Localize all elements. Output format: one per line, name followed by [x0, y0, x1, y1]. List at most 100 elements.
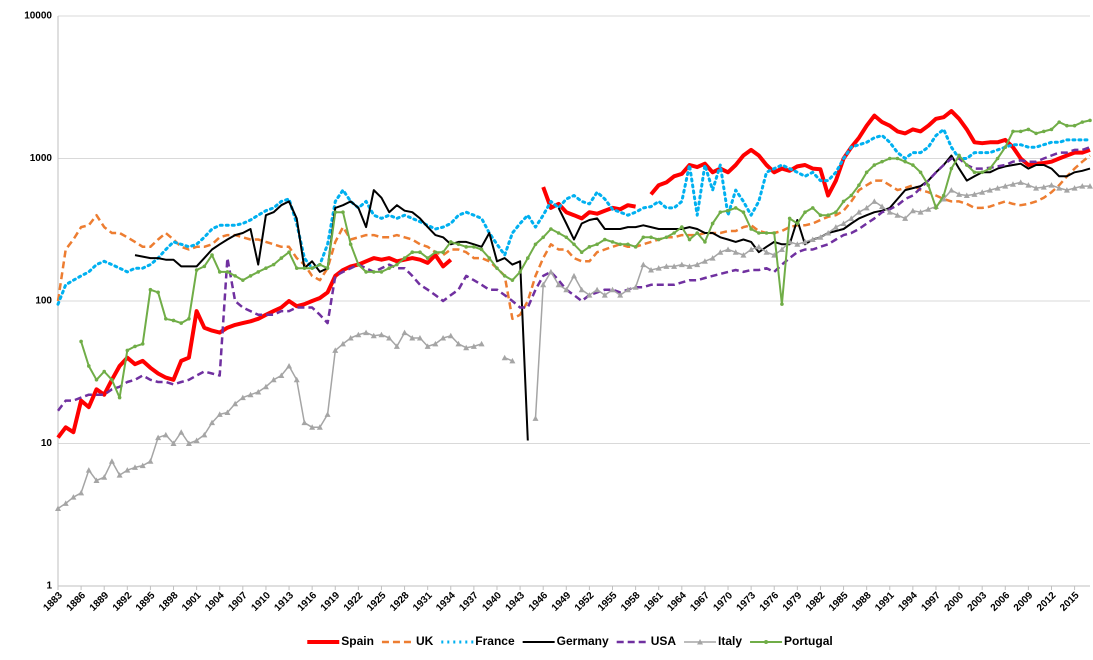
marker	[501, 354, 508, 361]
marker	[301, 419, 308, 426]
marker	[986, 187, 993, 193]
marker	[509, 357, 516, 364]
series-line	[56, 109, 1091, 439]
marker	[378, 331, 385, 338]
marker	[424, 343, 431, 349]
legend-label: Italy	[718, 634, 742, 648]
marker	[255, 388, 262, 395]
marker	[787, 216, 792, 221]
marker	[795, 221, 800, 226]
marker	[425, 256, 430, 260]
legend-marker	[697, 639, 704, 645]
marker	[348, 242, 353, 247]
x-tick-label: 1964	[665, 590, 689, 614]
marker	[164, 317, 168, 321]
marker	[848, 215, 855, 221]
marker	[225, 270, 230, 274]
x-tick-label: 1892	[111, 590, 135, 614]
marker	[601, 292, 608, 298]
marker	[887, 156, 892, 161]
marker	[370, 332, 377, 339]
legend-label: Spain	[341, 634, 374, 648]
marker	[540, 281, 547, 288]
marker	[472, 245, 476, 249]
marker	[102, 369, 107, 374]
marker	[379, 270, 384, 274]
x-tick-label: 1934	[434, 590, 458, 614]
marker	[441, 250, 445, 255]
marker	[948, 187, 955, 193]
marker	[810, 206, 815, 210]
marker	[609, 286, 616, 293]
marker	[578, 286, 585, 293]
marker	[478, 340, 485, 347]
marker	[55, 505, 61, 511]
x-tick-label: 1925	[365, 590, 389, 614]
marker	[525, 256, 530, 260]
x-tick-label: 2009	[1012, 590, 1036, 614]
marker	[416, 334, 423, 341]
marker	[202, 264, 207, 269]
marker	[778, 246, 785, 252]
marker	[587, 245, 592, 249]
marker	[617, 292, 624, 298]
marker	[318, 262, 322, 267]
marker	[448, 240, 453, 244]
marker	[834, 210, 838, 214]
marker	[185, 440, 192, 446]
marker	[193, 437, 200, 443]
marker	[541, 235, 545, 240]
marker	[918, 170, 923, 175]
x-tick-label: 1952	[573, 590, 597, 614]
marker	[757, 231, 761, 235]
marker	[849, 193, 854, 198]
x-tick-label: 1886	[65, 590, 89, 614]
marker	[855, 209, 862, 215]
marker	[79, 339, 83, 344]
marker	[940, 195, 947, 202]
marker	[917, 209, 924, 215]
marker	[656, 237, 661, 242]
marker	[347, 334, 354, 341]
marker	[1057, 120, 1061, 124]
marker	[155, 434, 162, 441]
marker	[487, 256, 492, 260]
marker	[794, 241, 801, 247]
x-tick-label: 2012	[1035, 590, 1059, 614]
marker	[572, 242, 576, 247]
marker	[139, 462, 146, 469]
marker	[156, 290, 160, 295]
marker	[563, 286, 570, 293]
y-tick-label: 1	[46, 581, 52, 592]
marker	[926, 183, 931, 187]
marker	[672, 231, 676, 235]
marker	[402, 256, 407, 260]
marker	[278, 372, 285, 379]
marker	[1087, 183, 1093, 189]
x-tick-label: 1967	[688, 590, 712, 614]
legend-label: France	[475, 634, 515, 648]
marker	[310, 266, 314, 270]
marker	[726, 208, 730, 213]
marker	[170, 440, 177, 446]
x-tick-label: 1901	[180, 590, 204, 614]
x-tick-label: 1895	[134, 590, 158, 614]
marker	[864, 170, 869, 175]
marker	[364, 270, 368, 274]
legend-label: USA	[651, 634, 677, 648]
marker	[140, 342, 145, 346]
marker	[264, 266, 268, 270]
marker	[709, 255, 716, 261]
marker	[586, 292, 593, 298]
marker	[718, 210, 723, 214]
marker	[355, 331, 362, 338]
marker	[764, 231, 769, 235]
marker	[287, 250, 291, 255]
x-tick-label: 1961	[642, 590, 666, 614]
marker	[941, 193, 946, 198]
legend-label: Germany	[557, 634, 609, 648]
series-line	[56, 154, 1091, 321]
marker	[510, 278, 515, 282]
x-tick-label: 1979	[781, 590, 805, 614]
marker	[903, 159, 907, 164]
